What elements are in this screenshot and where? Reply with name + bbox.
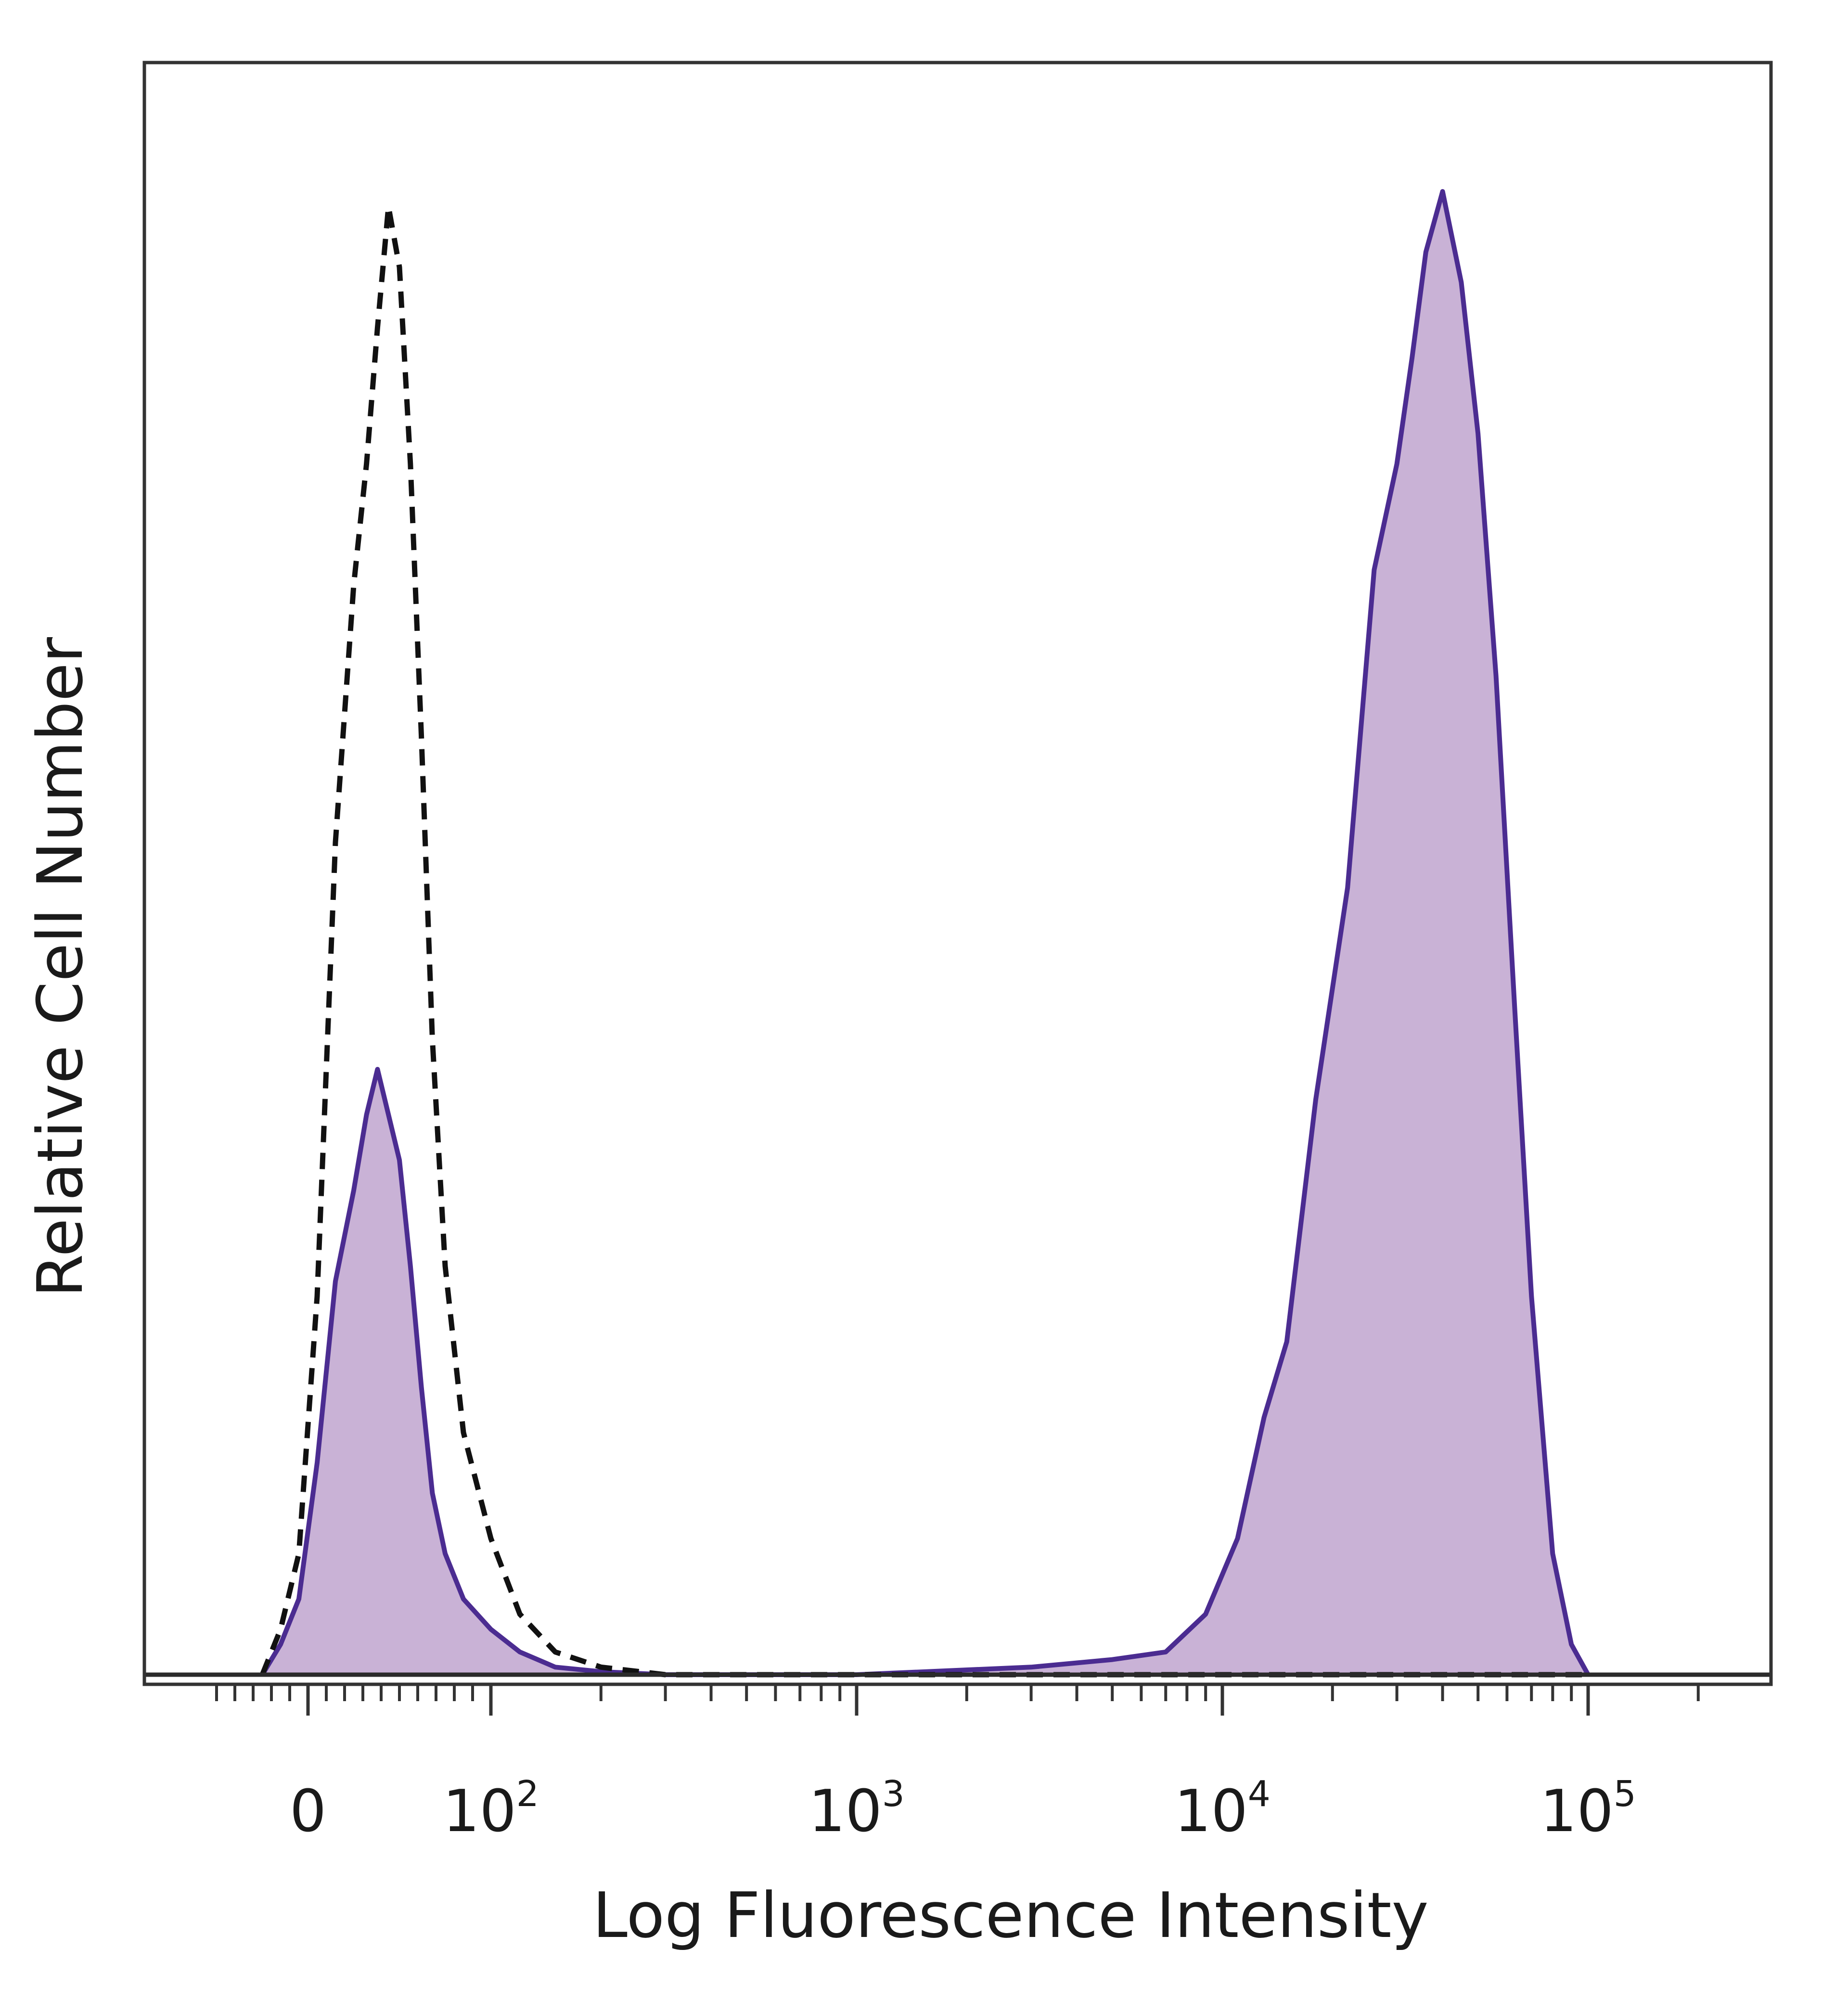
x-axis-ticks: [215, 1684, 1700, 1716]
x-tick-label: 105: [1540, 1773, 1636, 1845]
x-tick-label: 102: [443, 1773, 539, 1845]
x-tick-label: 104: [1174, 1773, 1270, 1845]
x-tick-label: 103: [808, 1773, 905, 1845]
control-histogram-dashed-line: [259, 204, 1588, 1678]
stained-histogram-fill: [262, 191, 1588, 1675]
y-axis-title: Relative Cell Number: [24, 637, 97, 1297]
x-axis-title: Log Fluorescence Intensity: [592, 1879, 1428, 1952]
x-axis-tick-labels: 0 102 103 104 105: [290, 1773, 1636, 1845]
plot-frame: [142, 61, 1773, 1686]
stained-histogram-line: [260, 189, 1591, 1677]
series-layer: [144, 189, 1771, 1678]
x-tick-label: 0: [290, 1778, 326, 1845]
